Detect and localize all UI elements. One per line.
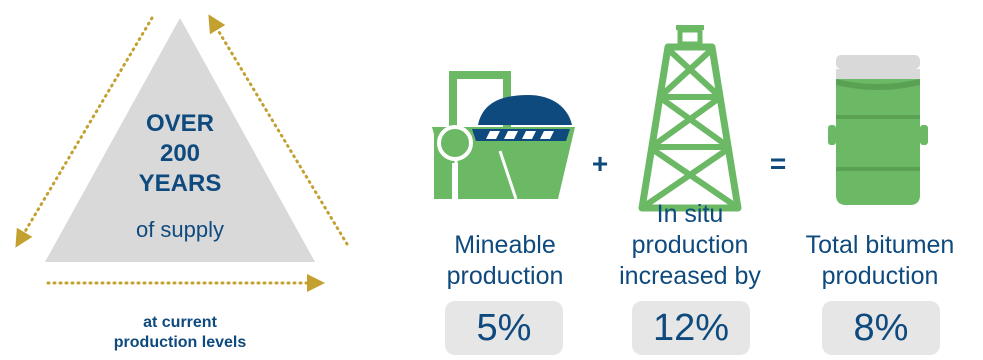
oil-sands-mine-icon xyxy=(432,71,575,215)
insitu-percent-badge: 12% xyxy=(632,301,750,355)
triangle-line-200: 200 xyxy=(159,140,201,167)
insitu-label-line-1: In situ xyxy=(656,200,724,228)
total-label-line-2: production xyxy=(821,262,939,290)
footnote-line-2: production levels xyxy=(113,334,247,351)
triangle-line-over: OVER xyxy=(145,110,214,137)
total-percent-badge: 8% xyxy=(822,301,940,355)
dotted-arrow-icon xyxy=(15,16,154,248)
triangle-line-supply: of supply xyxy=(135,217,225,242)
mineable-percent-badge: 5% xyxy=(445,301,563,355)
total-label-line-1: Total bitumen xyxy=(805,231,955,259)
triangle-line-years: YEARS xyxy=(138,170,222,197)
footnote-line-1: at current xyxy=(143,314,217,331)
equals-operator: = xyxy=(769,148,787,179)
insitu-label-line-2: production xyxy=(631,231,749,259)
dotted-arrow-icon xyxy=(208,14,349,246)
mineable-label-line-1: Mineable xyxy=(454,231,556,259)
plus-operator: + xyxy=(591,148,609,179)
insitu-label-line-3: increased by xyxy=(619,262,761,290)
oil-barrel-icon xyxy=(828,55,928,205)
triangle-shape xyxy=(45,18,315,262)
supply-triangle-graphic xyxy=(15,14,349,292)
mineable-label-line-2: production xyxy=(446,262,564,290)
drilling-derrick-icon xyxy=(638,25,742,212)
